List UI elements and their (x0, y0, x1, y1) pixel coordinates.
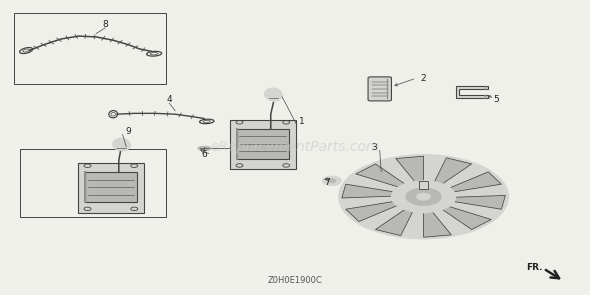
Text: 8: 8 (102, 20, 108, 29)
Polygon shape (346, 201, 397, 222)
Bar (15, 13, 166, 84)
Circle shape (339, 155, 509, 239)
Text: eReplacementParts.com: eReplacementParts.com (210, 140, 380, 155)
Circle shape (391, 181, 455, 213)
Ellipse shape (113, 138, 130, 151)
Polygon shape (424, 212, 451, 237)
Text: Z0H0E1900C: Z0H0E1900C (268, 276, 322, 285)
FancyBboxPatch shape (368, 77, 391, 101)
Bar (20, 149, 166, 217)
Circle shape (417, 193, 431, 200)
Text: 5: 5 (494, 95, 500, 104)
Bar (237, 129, 289, 159)
Polygon shape (450, 172, 502, 192)
Circle shape (406, 188, 441, 205)
Polygon shape (342, 184, 393, 198)
Polygon shape (454, 195, 506, 209)
Ellipse shape (264, 88, 282, 101)
Polygon shape (375, 209, 412, 236)
Polygon shape (356, 164, 405, 187)
Text: 1: 1 (299, 117, 305, 126)
Polygon shape (455, 86, 488, 98)
Bar (419, 181, 428, 189)
Bar (84, 172, 137, 202)
Text: 9: 9 (126, 127, 132, 136)
Text: 7: 7 (324, 178, 330, 187)
Polygon shape (434, 158, 471, 184)
Text: FR.: FR. (526, 263, 542, 272)
Ellipse shape (198, 146, 211, 151)
Text: 4: 4 (166, 95, 172, 104)
Text: 3: 3 (371, 143, 377, 152)
Polygon shape (396, 156, 424, 181)
Text: 2: 2 (421, 73, 427, 83)
Text: 6: 6 (202, 150, 207, 159)
Polygon shape (442, 206, 491, 230)
Circle shape (323, 176, 341, 186)
Bar (78, 163, 144, 213)
Bar (230, 120, 296, 169)
Circle shape (327, 179, 336, 183)
